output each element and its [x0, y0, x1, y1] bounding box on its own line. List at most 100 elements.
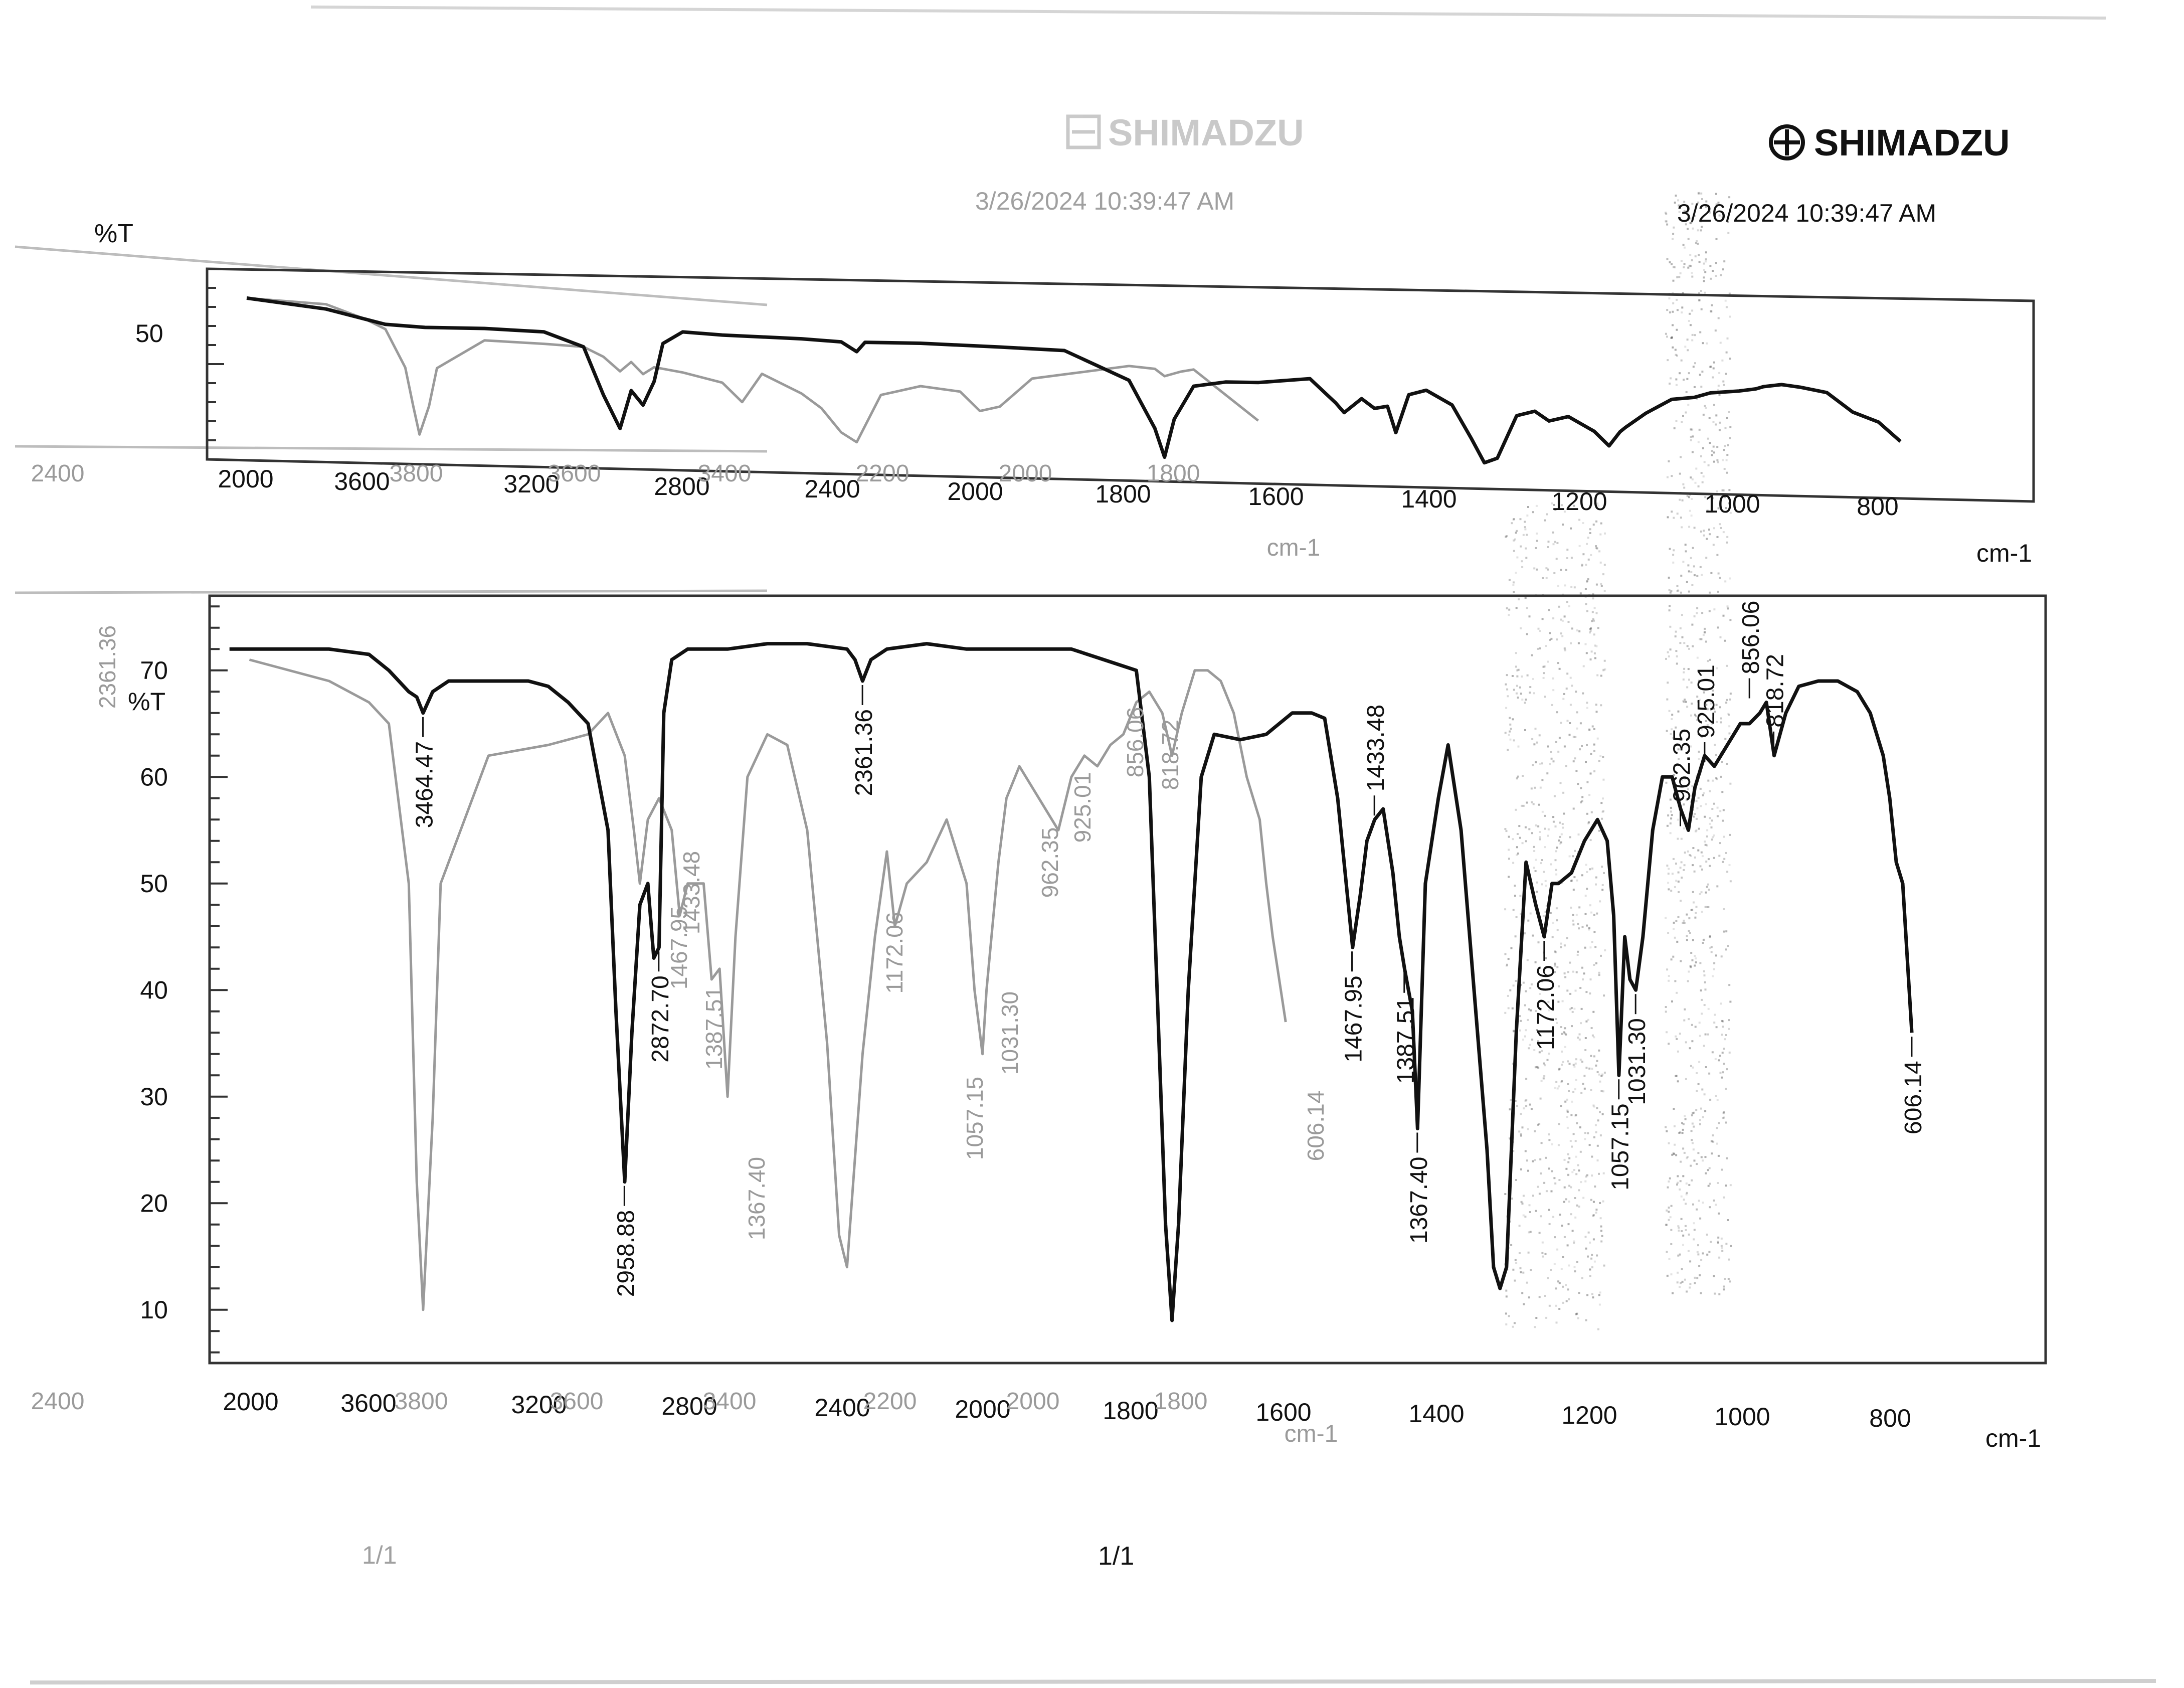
noise-speck: [1567, 1174, 1569, 1176]
noise-speck: [1596, 1144, 1599, 1147]
noise-speck: [1524, 521, 1526, 523]
noise-speck: [1547, 834, 1549, 837]
noise-speck: [1571, 1010, 1574, 1013]
noise-speck: [1584, 913, 1587, 915]
noise-speck: [1596, 502, 1599, 505]
noise-speck: [1687, 980, 1689, 982]
noise-speck: [1680, 861, 1683, 864]
noise-speck: [1590, 753, 1592, 755]
noise-speck: [1729, 782, 1732, 785]
noise-speck: [1599, 1217, 1602, 1220]
noise-speck: [1677, 1050, 1679, 1053]
noise-speck: [1592, 593, 1594, 596]
noise-speck: [1584, 1037, 1587, 1039]
noise-speck: [1720, 1002, 1722, 1005]
noise-speck: [1539, 786, 1542, 789]
noise-speck: [1595, 547, 1597, 549]
noise-speck: [1602, 797, 1604, 800]
noise-speck: [1581, 926, 1584, 928]
noise-speck: [1599, 755, 1602, 757]
noise-speck: [1522, 534, 1525, 536]
noise-speck: [1543, 1062, 1545, 1065]
noise-speck: [1558, 737, 1561, 739]
noise-speck: [1678, 891, 1680, 893]
noise-speck: [1600, 1225, 1602, 1228]
noise-speck: [1704, 1033, 1707, 1036]
noise-speck: [1561, 1064, 1563, 1066]
noise-speck: [1555, 850, 1557, 853]
noise-speck: [1580, 1181, 1582, 1184]
noise-speck: [1593, 750, 1595, 752]
noise-speck: [1729, 358, 1731, 360]
noise-speck: [1666, 223, 1669, 226]
noise-speck: [1676, 276, 1679, 278]
noise-speck: [1578, 545, 1581, 547]
noise-speck: [1698, 1022, 1701, 1024]
noise-speck: [1725, 948, 1727, 951]
noise-speck: [1675, 195, 1677, 197]
noise-speck: [1698, 299, 1701, 301]
noise-speck: [1570, 1007, 1573, 1009]
noise-speck: [1510, 1099, 1512, 1101]
noise-speck: [1671, 336, 1673, 339]
noise-speck: [1692, 645, 1694, 647]
noise-speck: [1589, 978, 1592, 981]
noise-speck: [1601, 1235, 1603, 1237]
noise-speck: [1532, 764, 1534, 766]
noise-speck: [1695, 829, 1698, 831]
noise-speck: [1667, 651, 1669, 653]
noise-speck: [1691, 1122, 1694, 1125]
noise-speck: [1698, 299, 1701, 301]
noise-speck: [1574, 1088, 1576, 1091]
noise-speck: [1706, 708, 1709, 711]
noise-speck: [1713, 1199, 1715, 1202]
noise-speck: [1575, 1155, 1577, 1158]
noise-speck: [1574, 757, 1576, 760]
noise-speck: [1540, 1215, 1542, 1218]
peak-label: 1172.06: [1533, 965, 1559, 1050]
noise-speck: [1665, 332, 1667, 335]
noise-speck: [1593, 1105, 1595, 1108]
noise-speck: [1697, 229, 1699, 232]
noise-speck: [1550, 1269, 1552, 1271]
noise-speck: [1589, 992, 1591, 995]
noise-speck: [1564, 584, 1566, 587]
noise-speck: [1591, 1068, 1593, 1070]
noise-speck: [1667, 1186, 1669, 1189]
bottom-x-tick-label: 2400: [814, 1394, 870, 1422]
noise-speck: [1705, 906, 1708, 908]
noise-speck: [1703, 792, 1705, 794]
noise-speck: [1709, 935, 1711, 938]
top-plot-frame: [206, 267, 2035, 503]
noise-speck: [1584, 1236, 1587, 1238]
noise-speck: [1563, 1186, 1566, 1189]
noise-speck: [1683, 1019, 1686, 1022]
noise-speck: [1504, 732, 1507, 734]
noise-speck: [1545, 577, 1548, 579]
noise-speck: [1593, 964, 1595, 966]
noise-speck: [1534, 870, 1537, 872]
noise-speck: [1702, 1202, 1704, 1204]
noise-speck: [1677, 818, 1679, 821]
noise-speck: [1586, 1294, 1589, 1296]
noise-speck: [1533, 743, 1536, 746]
noise-speck: [1575, 1173, 1578, 1175]
noise-speck: [1695, 800, 1698, 802]
peak-labels: 3464.472958.882872.702361.361467.951433.…: [412, 601, 1927, 1297]
noise-speck: [1565, 1198, 1567, 1201]
noise-speck: [1508, 876, 1510, 878]
noise-speck: [1718, 1256, 1721, 1259]
noise-speck: [1699, 566, 1702, 568]
noise-speck: [1693, 527, 1696, 529]
noise-speck: [1707, 660, 1709, 662]
noise-speck: [1687, 850, 1689, 853]
noise-speck: [1547, 546, 1549, 548]
noise-speck: [1527, 1128, 1529, 1130]
peak-label: 818.72: [1762, 654, 1789, 728]
noise-speck: [1515, 572, 1517, 574]
bottom-x-tick-label: 1200: [1561, 1401, 1617, 1429]
noise-speck: [1729, 512, 1732, 514]
noise-speck: [1519, 1267, 1522, 1270]
noise-speck: [1563, 1201, 1565, 1203]
noise-speck: [1556, 919, 1558, 922]
